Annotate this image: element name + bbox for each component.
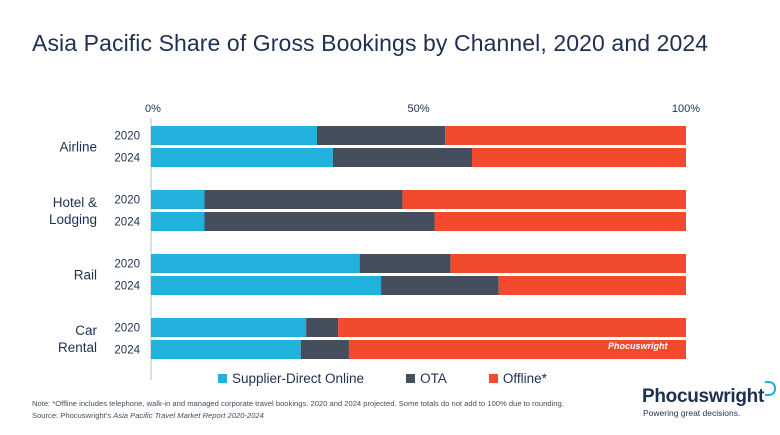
- x-tick-label: 100%: [672, 103, 700, 115]
- legend-item-supplier-direct: Supplier-Direct Online: [218, 371, 364, 386]
- bar-segment: [450, 254, 686, 273]
- chart-title: Asia Pacific Share of Gross Bookings by …: [32, 30, 709, 56]
- bar-segment: [332, 148, 472, 167]
- bar-segment: [381, 276, 499, 295]
- legend-label-ota: OTA: [420, 371, 447, 386]
- category-label: Hotel & Lodging: [49, 195, 97, 227]
- bar-segment: [151, 276, 382, 295]
- brand-name: Phocuswright: [642, 386, 765, 407]
- year-label: 2020: [114, 131, 140, 143]
- bar-segment: [445, 126, 686, 145]
- year-label: 2024: [114, 217, 140, 229]
- footnote-note: Note: *Offline includes telephone, walk-…: [32, 399, 564, 408]
- bar-segment: [151, 212, 205, 231]
- bar-segment: [151, 148, 333, 167]
- footnote: Note: *Offline includes telephone, walk-…: [32, 398, 564, 422]
- bar-segment: [204, 190, 403, 209]
- legend-item-ota: OTA: [406, 371, 447, 386]
- brand-tagline: Powering great decisions.: [643, 408, 741, 418]
- category-label: Airline: [59, 140, 97, 155]
- bar-segment: [151, 254, 360, 273]
- chart-watermark: Phocuswright: [608, 341, 668, 351]
- legend-item-offline: Offline*: [488, 371, 547, 386]
- bar-segment: [498, 276, 686, 295]
- category-label: Rail: [74, 268, 97, 283]
- source-title: Asia Pacific Travel Market Report 2020-2…: [113, 411, 264, 420]
- bar-segment: [338, 318, 686, 337]
- bar-segment: [151, 126, 317, 145]
- x-tick-label: 0%: [145, 103, 161, 115]
- bar-segment: [151, 340, 301, 359]
- year-label: 2024: [114, 281, 140, 293]
- legend-label-supplier-direct: Supplier-Direct Online: [232, 371, 365, 386]
- source-prefix: Source: Phocuswright's: [32, 411, 112, 420]
- year-label: 2020: [114, 259, 140, 271]
- bar-segment: [204, 212, 435, 231]
- footnote-source: Source: Phocuswright's Asia Pacific Trav…: [32, 410, 564, 422]
- bar-segment: [472, 148, 686, 167]
- legend-swatch-offline: [488, 374, 498, 383]
- brand-hook-icon: [765, 381, 777, 396]
- year-label: 2020: [114, 195, 140, 207]
- bar-segment: [359, 254, 451, 273]
- year-label: 2024: [114, 153, 140, 165]
- bar-segment: [434, 212, 686, 231]
- bar-segment: [151, 190, 205, 209]
- legend: Supplier-Direct Online OTA Offline*: [218, 371, 589, 386]
- legend-swatch-supplier-direct: [218, 374, 227, 383]
- year-label: 2024: [114, 345, 140, 357]
- brand-logo: Phocuswright: [642, 381, 777, 408]
- bar-segment: [348, 340, 686, 359]
- bar-segment: [316, 126, 446, 145]
- bar-segment: [402, 190, 686, 209]
- legend-label-offline: Offline*: [502, 371, 547, 386]
- bar-segment: [300, 340, 349, 359]
- bar-segment: [306, 318, 339, 337]
- legend-swatch-ota: [406, 374, 416, 383]
- year-label: 2020: [114, 323, 140, 335]
- x-tick-label: 50%: [407, 103, 429, 115]
- category-label: Car Rental: [58, 323, 98, 355]
- bar-segment: [151, 318, 307, 337]
